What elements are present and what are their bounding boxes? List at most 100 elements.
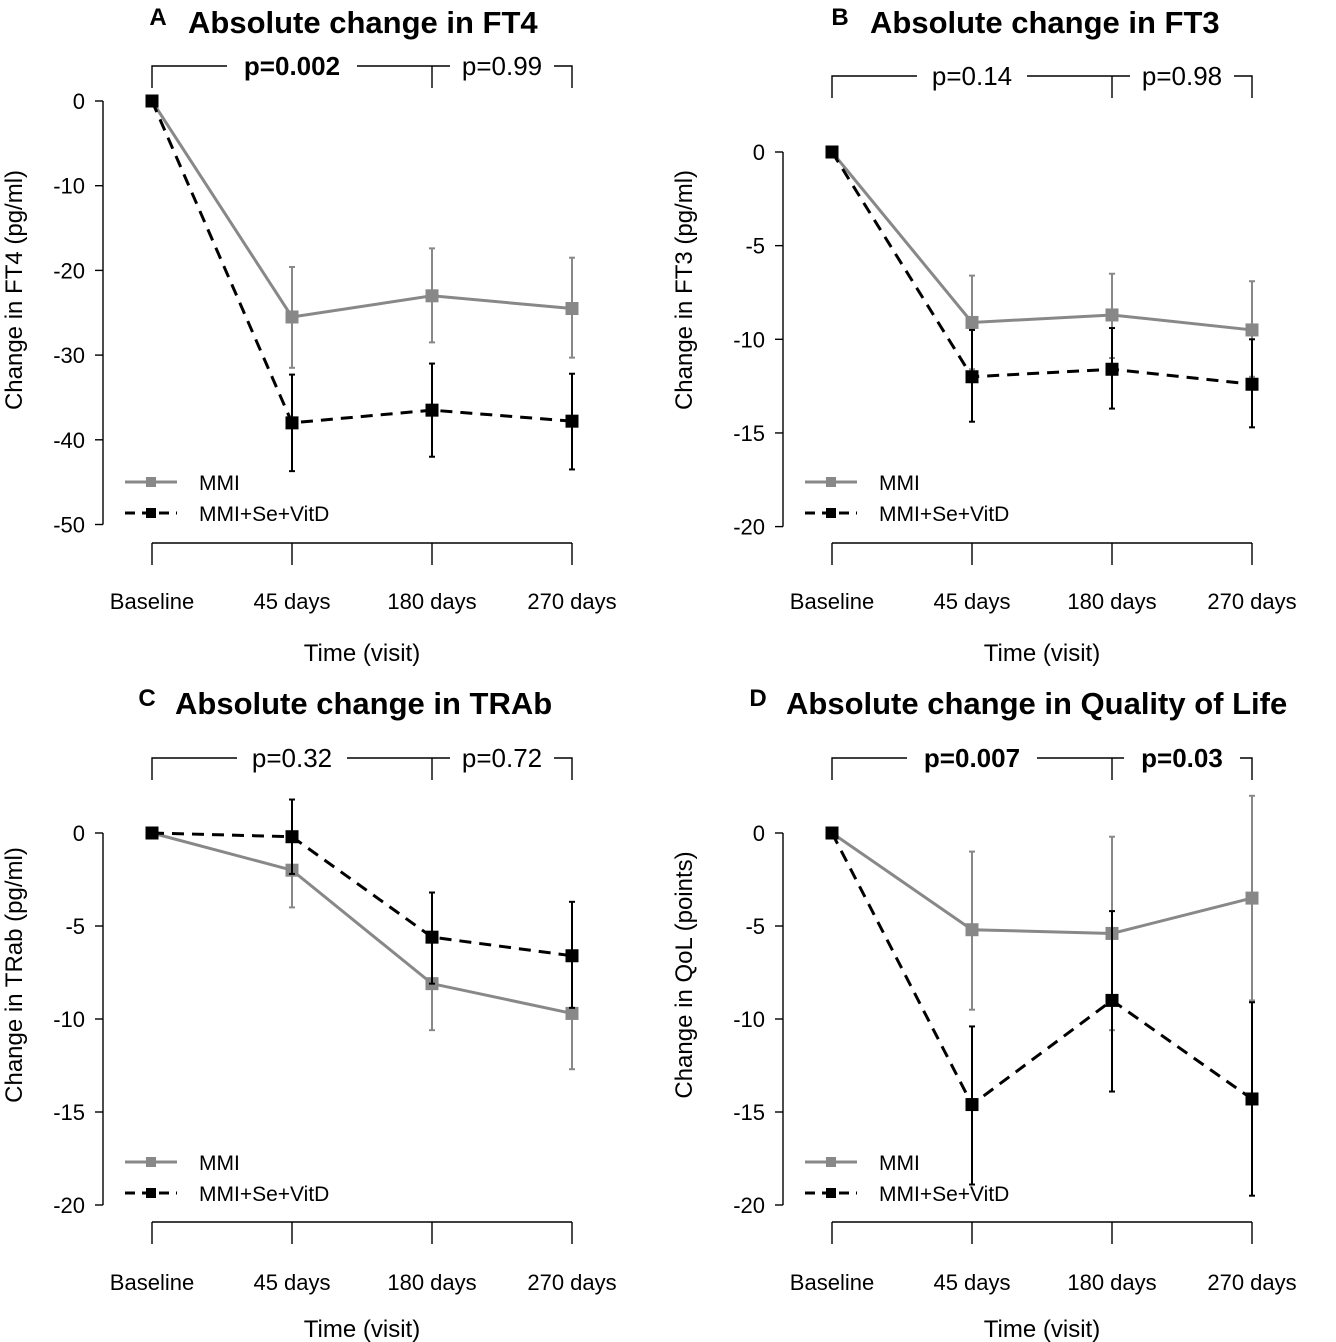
panel-letter: B: [831, 4, 848, 31]
bracket-line: [554, 65, 573, 88]
y-tick-label: 0: [753, 821, 765, 846]
series-line: [151, 831, 573, 958]
significance-brackets: p=0.14 p=0.98: [831, 61, 1253, 98]
y-tick-label: -20: [733, 1193, 765, 1218]
data-point: [285, 310, 299, 324]
y-tick-label: -15: [733, 421, 765, 446]
bracket-line: [347, 757, 450, 780]
x-axis-label: Time (visit): [304, 1316, 420, 1342]
x-tick-label: Baseline: [790, 589, 874, 614]
data-point: [425, 930, 439, 944]
data-point: [1245, 377, 1259, 391]
panel-c: C Absolute change in TRAb 0 -5 -10 -15 -20 Chan…: [1, 685, 617, 1342]
series-mmi-se-vitd: [145, 798, 579, 1009]
bracket-line: [151, 65, 227, 88]
series-mmi: [825, 145, 1259, 378]
legend-swatch-marker: [826, 477, 836, 487]
y-tick-label: -50: [53, 513, 85, 538]
panel-a: A Absolute change in FT4 0 -10 -20 -30 -40 -50 C…: [1, 4, 617, 667]
data-point: [565, 949, 579, 963]
series-mmi-se-vitd: [825, 145, 1259, 429]
data-point: [825, 826, 839, 840]
x-tick-label: 180 days: [387, 589, 476, 614]
legend: MMI MMI+Se+VitD: [125, 472, 329, 526]
y-tick-label: -10: [733, 1007, 765, 1032]
y-tick-label: -5: [745, 234, 765, 259]
data-point: [425, 403, 439, 417]
legend: MMI MMI+Se+VitD: [125, 1152, 329, 1206]
data-point: [1245, 323, 1259, 337]
series-line: [830, 151, 1253, 386]
y-tick-label: 0: [753, 140, 765, 165]
x-tick-label: 45 days: [933, 589, 1010, 614]
significance-brackets: p=0.002 p=0.99: [151, 51, 573, 88]
data-point: [1105, 308, 1119, 322]
legend: MMI MMI+Se+VitD: [805, 472, 1009, 526]
legend-swatch-marker: [146, 508, 156, 518]
data-point: [285, 416, 299, 430]
series-line: [150, 100, 573, 425]
x-axis-label: Time (visit): [984, 1316, 1100, 1342]
y-tick-label: -20: [733, 515, 765, 540]
chart-title: Absolute change in FT4: [188, 5, 538, 40]
series-line: [151, 831, 573, 1015]
data-point: [1245, 1092, 1259, 1106]
x-axis-label: Time (visit): [984, 640, 1100, 667]
data-point: [965, 923, 979, 937]
series-line: [831, 831, 1253, 935]
y-axis-label: Change in QoL (points): [671, 851, 698, 1098]
series-mmi: [145, 826, 579, 1071]
data-point: [1105, 993, 1119, 1007]
p-value-label: p=0.002: [244, 51, 340, 81]
legend-swatch-marker: [146, 1157, 156, 1167]
data-point: [565, 414, 579, 428]
y-tick-label: -20: [53, 1193, 85, 1218]
y-tick-label: -10: [53, 174, 85, 199]
y-axis-label: Change in FT3 (pg/ml): [671, 170, 698, 410]
p-value-label: p=0.14: [932, 61, 1012, 91]
p-value-label: p=0.32: [252, 743, 332, 773]
panel-letter: C: [138, 685, 155, 712]
data-point: [285, 830, 299, 844]
legend-swatch-marker: [146, 477, 156, 487]
y-axis-label: Change in TRab (pg/ml): [1, 847, 28, 1103]
y-tick-label: 0: [73, 89, 85, 114]
y-axis-label: Change in FT4 (pg/ml): [1, 170, 28, 410]
chart-title: Absolute change in TRAb: [175, 686, 552, 721]
y-tick-label: -5: [745, 914, 765, 939]
panel-letter: D: [749, 685, 766, 712]
p-value-label: p=0.98: [1142, 61, 1222, 91]
chart-title: Absolute change in FT3: [870, 5, 1220, 40]
y-tick-label: -15: [53, 1100, 85, 1125]
legend-label: MMI: [199, 1152, 240, 1175]
legend: MMI MMI+Se+VitD: [805, 1152, 1009, 1206]
legend-label: MMI+Se+VitD: [199, 503, 329, 526]
legend-label: MMI: [879, 472, 920, 495]
series-mmi-se-vitd: [825, 826, 1259, 1197]
series-mmi-se-vitd: [145, 94, 579, 473]
significance-brackets: p=0.007 p=0.03: [831, 743, 1253, 780]
legend-label: MMI+Se+VitD: [879, 1183, 1009, 1206]
x-tick-label: 270 days: [1207, 589, 1296, 614]
y-tick-label: -10: [733, 327, 765, 352]
panel-d: D Absolute change in Quality of Life 0 -5 -1…: [671, 685, 1297, 1342]
y-tick-label: -40: [53, 428, 85, 453]
series-mmi: [145, 94, 579, 369]
legend-swatch-marker: [146, 1188, 156, 1198]
series-line: [150, 100, 573, 319]
legend-label: MMI: [879, 1152, 920, 1175]
y-tick-label: 0: [73, 821, 85, 846]
bracket-line: [554, 757, 573, 780]
panel-letter: A: [149, 4, 166, 31]
y-tick-label: -10: [53, 1007, 85, 1032]
series-line: [830, 151, 1253, 332]
x-tick-label: 270 days: [1207, 1270, 1296, 1295]
data-point: [825, 145, 839, 159]
bracket-line: [831, 75, 917, 98]
significance-brackets: p=0.32 p=0.72: [151, 743, 573, 780]
p-value-label: p=0.03: [1141, 743, 1223, 773]
x-tick-label: Baseline: [110, 1270, 194, 1295]
data-point: [1245, 891, 1259, 905]
data-point: [565, 302, 579, 316]
